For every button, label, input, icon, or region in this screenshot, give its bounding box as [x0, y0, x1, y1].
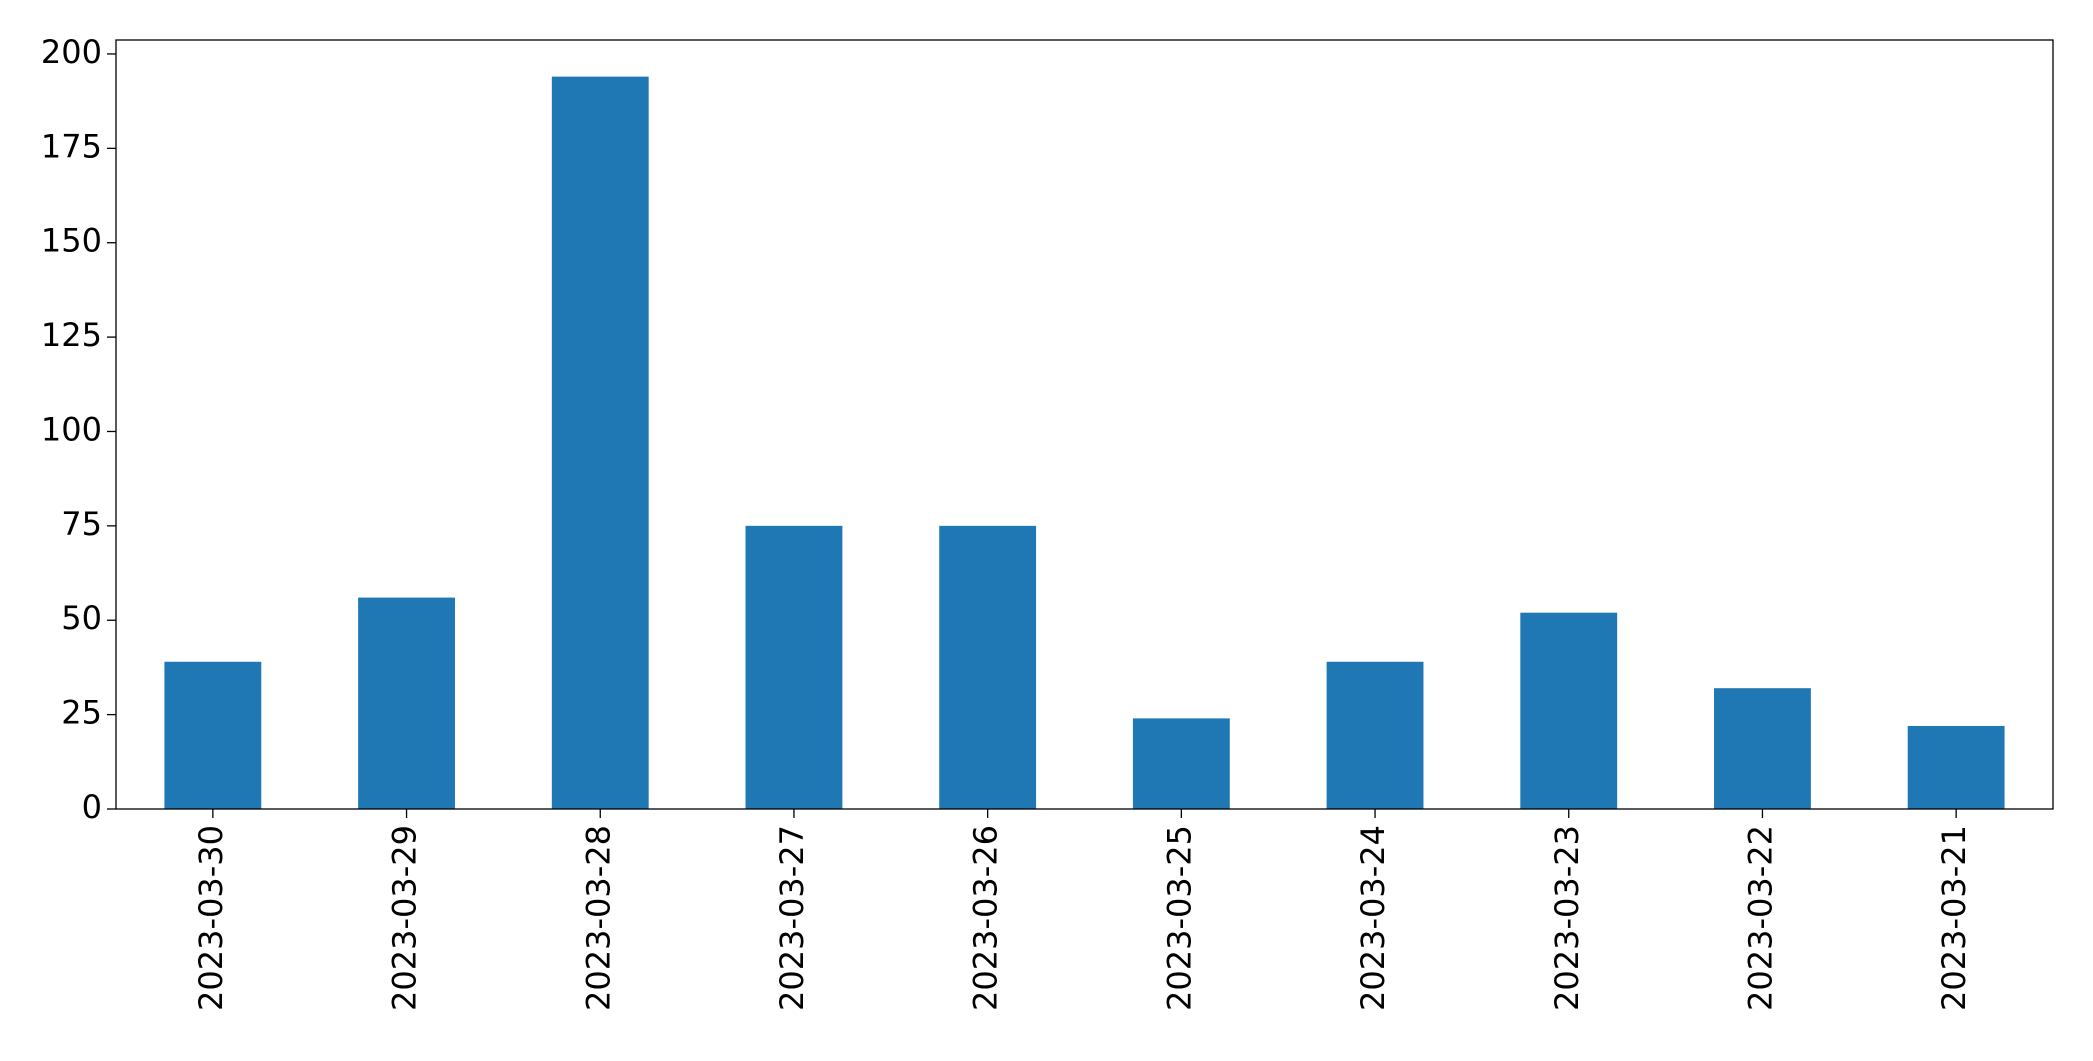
x-tick-label: 2023-03-29	[386, 825, 424, 1011]
y-tick-label: 75	[61, 505, 102, 543]
x-tick-label: 2023-03-23	[1548, 825, 1586, 1011]
x-tick-label: 2023-03-27	[773, 825, 811, 1011]
bar	[745, 525, 843, 809]
x-tick-label: 2023-03-24	[1354, 825, 1392, 1011]
y-tick-label: 175	[41, 127, 102, 165]
y-tick-label: 125	[41, 316, 102, 354]
plot-frame	[115, 39, 2054, 810]
bar	[551, 76, 649, 810]
bar	[164, 661, 262, 809]
x-tick-label: 2023-03-26	[967, 825, 1005, 1011]
y-tick-label: 25	[61, 694, 102, 732]
bar	[1132, 718, 1230, 809]
x-tick-label: 2023-03-22	[1741, 825, 1779, 1011]
y-tick-label: 0	[82, 788, 102, 826]
y-tick-label: 100	[41, 410, 102, 448]
y-tick-label: 200	[41, 33, 102, 71]
bar	[939, 525, 1037, 809]
bar	[358, 597, 455, 809]
x-tick-label: 2023-03-28	[579, 825, 617, 1011]
y-tick-label: 150	[41, 222, 102, 260]
bar	[1907, 725, 2005, 809]
bar	[1714, 688, 1811, 809]
x-tick-label: 2023-03-25	[1160, 825, 1198, 1011]
bar	[1520, 612, 1618, 809]
x-tick-label: 2023-03-30	[192, 825, 230, 1011]
x-tick-label: 2023-03-21	[1935, 825, 1973, 1011]
y-tick-label: 50	[61, 599, 102, 637]
bar	[1326, 661, 1424, 809]
